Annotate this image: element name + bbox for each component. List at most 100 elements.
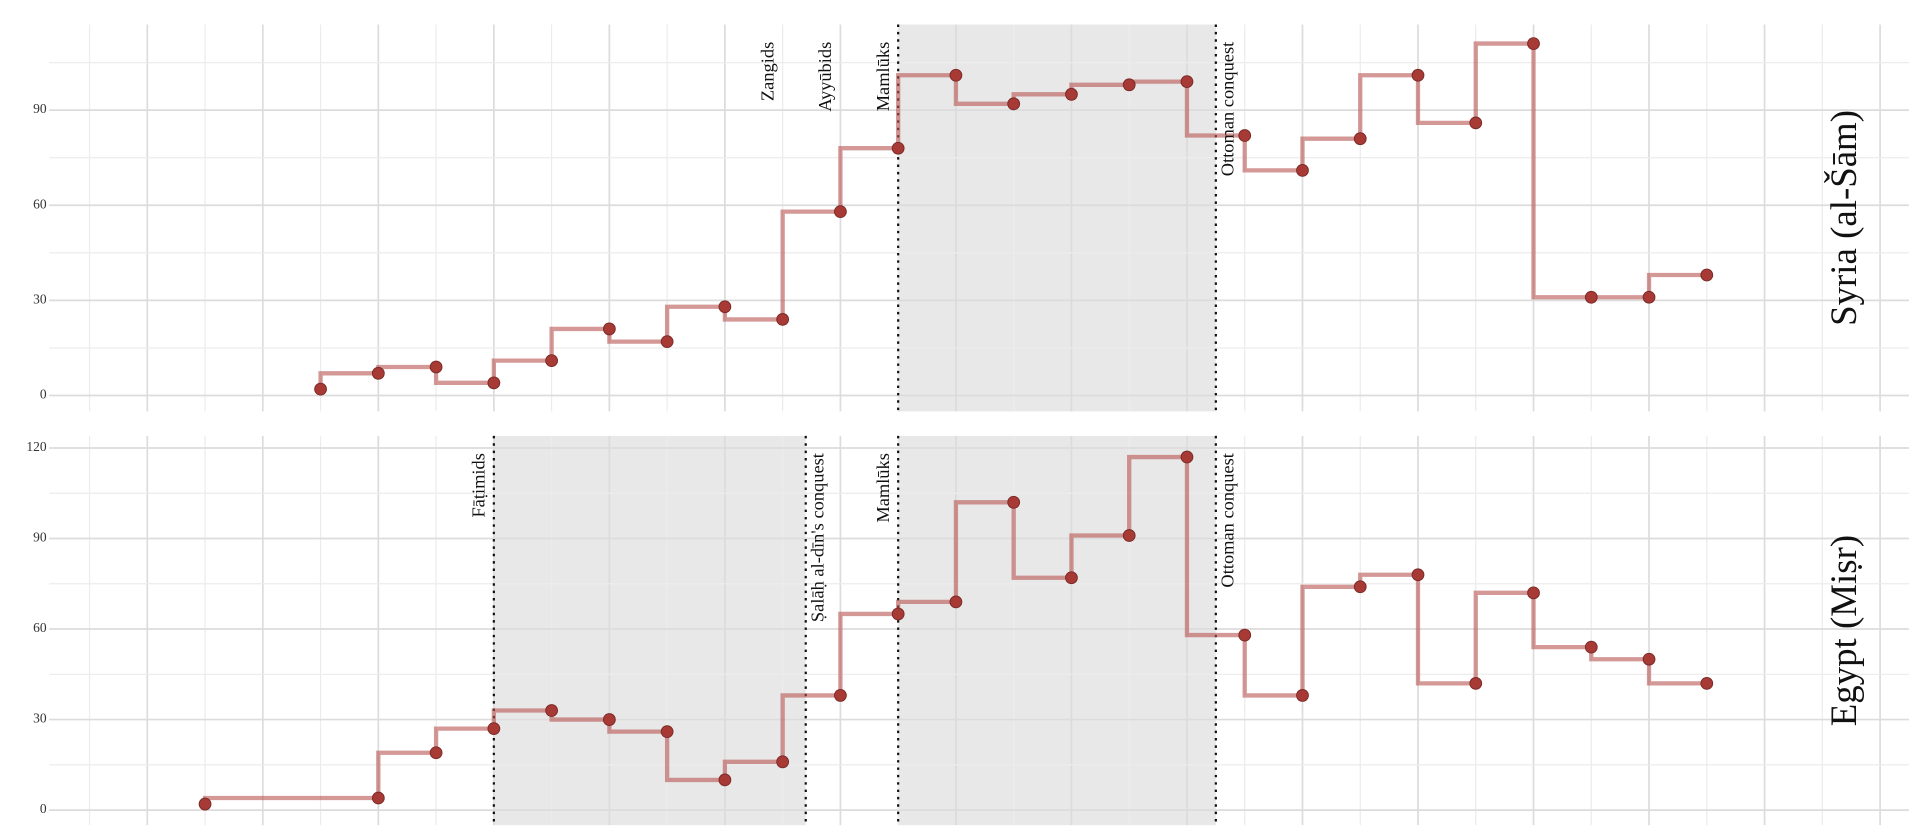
step-segment: [202, 795, 379, 805]
step-segment: [838, 611, 899, 696]
period-label: Mamlūks: [873, 42, 893, 112]
step-segment: [433, 366, 494, 385]
step-segment: [1473, 590, 1534, 684]
data-point: [1527, 586, 1540, 600]
step-segment: [780, 209, 841, 320]
step-segment: [838, 146, 899, 212]
data-point: [776, 755, 790, 769]
data-point: [1180, 75, 1194, 89]
period-label: Ottoman conquest: [1218, 453, 1238, 587]
y-tick-label: 0: [40, 801, 47, 816]
step-segment: [1127, 454, 1187, 536]
data-point: [1007, 495, 1021, 509]
step-segment: [549, 326, 610, 361]
y-tick-label: 60: [33, 620, 47, 635]
data-point: [1469, 116, 1483, 130]
step-segment: [1589, 647, 1650, 662]
step-segment: [1184, 81, 1245, 138]
data-point: [1065, 87, 1078, 101]
data-point: [660, 335, 674, 348]
data-point: [1584, 290, 1598, 304]
data-point: [371, 366, 385, 380]
step-segment: [1011, 502, 1072, 580]
step-segment: [1242, 135, 1303, 173]
data-point: [1584, 640, 1598, 654]
data-point: [1296, 164, 1309, 177]
period-label: Fāṭimids: [469, 453, 489, 517]
step-segment: [780, 693, 841, 762]
y-tick-label: 90: [33, 530, 47, 545]
step-segment: [1300, 584, 1361, 696]
period-label: Mamlūks: [873, 453, 893, 523]
step-segment: [1069, 533, 1130, 578]
data-point: [1642, 652, 1656, 666]
data-point: [1700, 268, 1714, 282]
step-segment: [1415, 574, 1476, 686]
step-segment: [664, 731, 725, 783]
step-segment: [433, 726, 494, 753]
data-point: [891, 141, 905, 155]
data-point: [429, 746, 443, 760]
data-point: [718, 300, 732, 314]
step-segment: [1646, 659, 1707, 686]
data-point: [314, 382, 327, 396]
data-point: [1411, 68, 1425, 82]
step-segment: [722, 306, 783, 322]
data-point: [487, 722, 501, 736]
step-segment: [953, 500, 1014, 602]
step-segment: [1473, 41, 1534, 123]
period-shade: [898, 435, 1216, 826]
data-point: [487, 376, 501, 390]
data-point: [949, 595, 963, 609]
panel: 0 30 60 90 Zangids Ayyūbids Mamlūks Ottoman con…: [33, 24, 1909, 412]
step-segment: [1358, 73, 1419, 139]
y-tick-label: 120: [26, 439, 46, 454]
data-point: [1353, 580, 1367, 594]
period-shade: [898, 24, 1216, 412]
data-point: [1238, 129, 1252, 142]
step-segment: [491, 358, 552, 383]
data-point: [371, 791, 385, 805]
y-tick-label: 90: [33, 101, 47, 116]
data-point: [1296, 689, 1309, 702]
step-segment: [1184, 457, 1245, 638]
data-point: [429, 360, 443, 374]
period-label: Ottoman conquest: [1218, 42, 1238, 176]
data-point: [891, 607, 905, 621]
step-segment: [1646, 272, 1707, 298]
period-label: Zangids: [757, 42, 777, 101]
step-segment: [896, 73, 956, 149]
data-point: [834, 689, 847, 702]
data-point: [1411, 568, 1425, 582]
facet-label: Syria (al-Šām): [1823, 110, 1864, 326]
panel: 0 30 60 90 120 Fāṭimids Ṣalāḥ al-dīn's conques…: [26, 435, 1909, 826]
data-point: [776, 313, 790, 326]
data-point: [1122, 78, 1136, 92]
data-point: [1527, 37, 1540, 50]
step-segment: [1415, 75, 1476, 125]
step-segment: [607, 328, 668, 344]
step-segment: [1242, 635, 1303, 698]
data-point: [545, 354, 558, 368]
data-point: [1122, 529, 1136, 542]
data-point: [660, 725, 674, 739]
data-point: [198, 797, 212, 811]
data-point: [1642, 290, 1656, 304]
data-point: [602, 322, 616, 336]
period-label: Ṣalāḥ al-dīn's conquest: [807, 453, 827, 622]
step-segment: [1531, 43, 1592, 300]
step-segment: [664, 304, 725, 342]
data-point: [1469, 676, 1483, 690]
data-point: [718, 773, 732, 787]
data-point: [1180, 450, 1194, 464]
data-point: [1353, 132, 1367, 146]
step-segment: [376, 750, 437, 799]
data-point: [1007, 97, 1021, 111]
y-tick-label: 0: [40, 387, 47, 402]
data-point: [949, 68, 963, 82]
data-point: [1700, 676, 1714, 690]
y-tick-label: 30: [33, 711, 47, 726]
step-segment: [318, 371, 379, 390]
data-point: [602, 713, 616, 726]
